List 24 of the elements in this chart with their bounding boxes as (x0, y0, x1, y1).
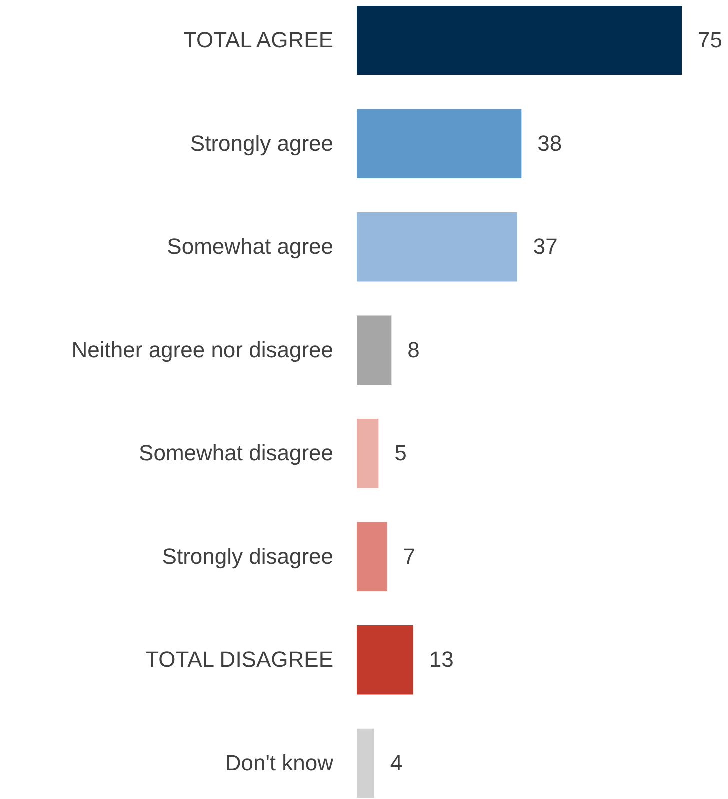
y-tick-label: TOTAL AGREE (184, 28, 334, 53)
y-tick-label: Somewhat agree (167, 234, 334, 260)
y-tick-label: Don't know (225, 750, 334, 776)
data-label: 7 (403, 544, 416, 569)
y-tick-label: Strongly agree (190, 130, 334, 156)
y-tick-label: Strongly disagree (162, 544, 334, 569)
y-tick-label: Neither agree nor disagree (72, 337, 334, 362)
data-label: 8 (408, 337, 420, 362)
data-label: 13 (429, 647, 454, 672)
bar (357, 6, 682, 76)
data-label: 5 (394, 440, 407, 466)
data-label: 38 (538, 130, 562, 156)
y-tick-label: Somewhat disagree (139, 440, 334, 466)
data-label: 4 (390, 750, 403, 776)
y-tick-label: TOTAL DISAGREE (146, 647, 334, 672)
bar (357, 626, 414, 695)
bar (357, 316, 392, 385)
bar (357, 212, 518, 282)
bar (357, 522, 388, 592)
bar (357, 109, 522, 178)
bar (357, 728, 374, 798)
data-label: 37 (533, 234, 558, 260)
data-label: 75 (698, 28, 722, 53)
bar (357, 419, 379, 488)
